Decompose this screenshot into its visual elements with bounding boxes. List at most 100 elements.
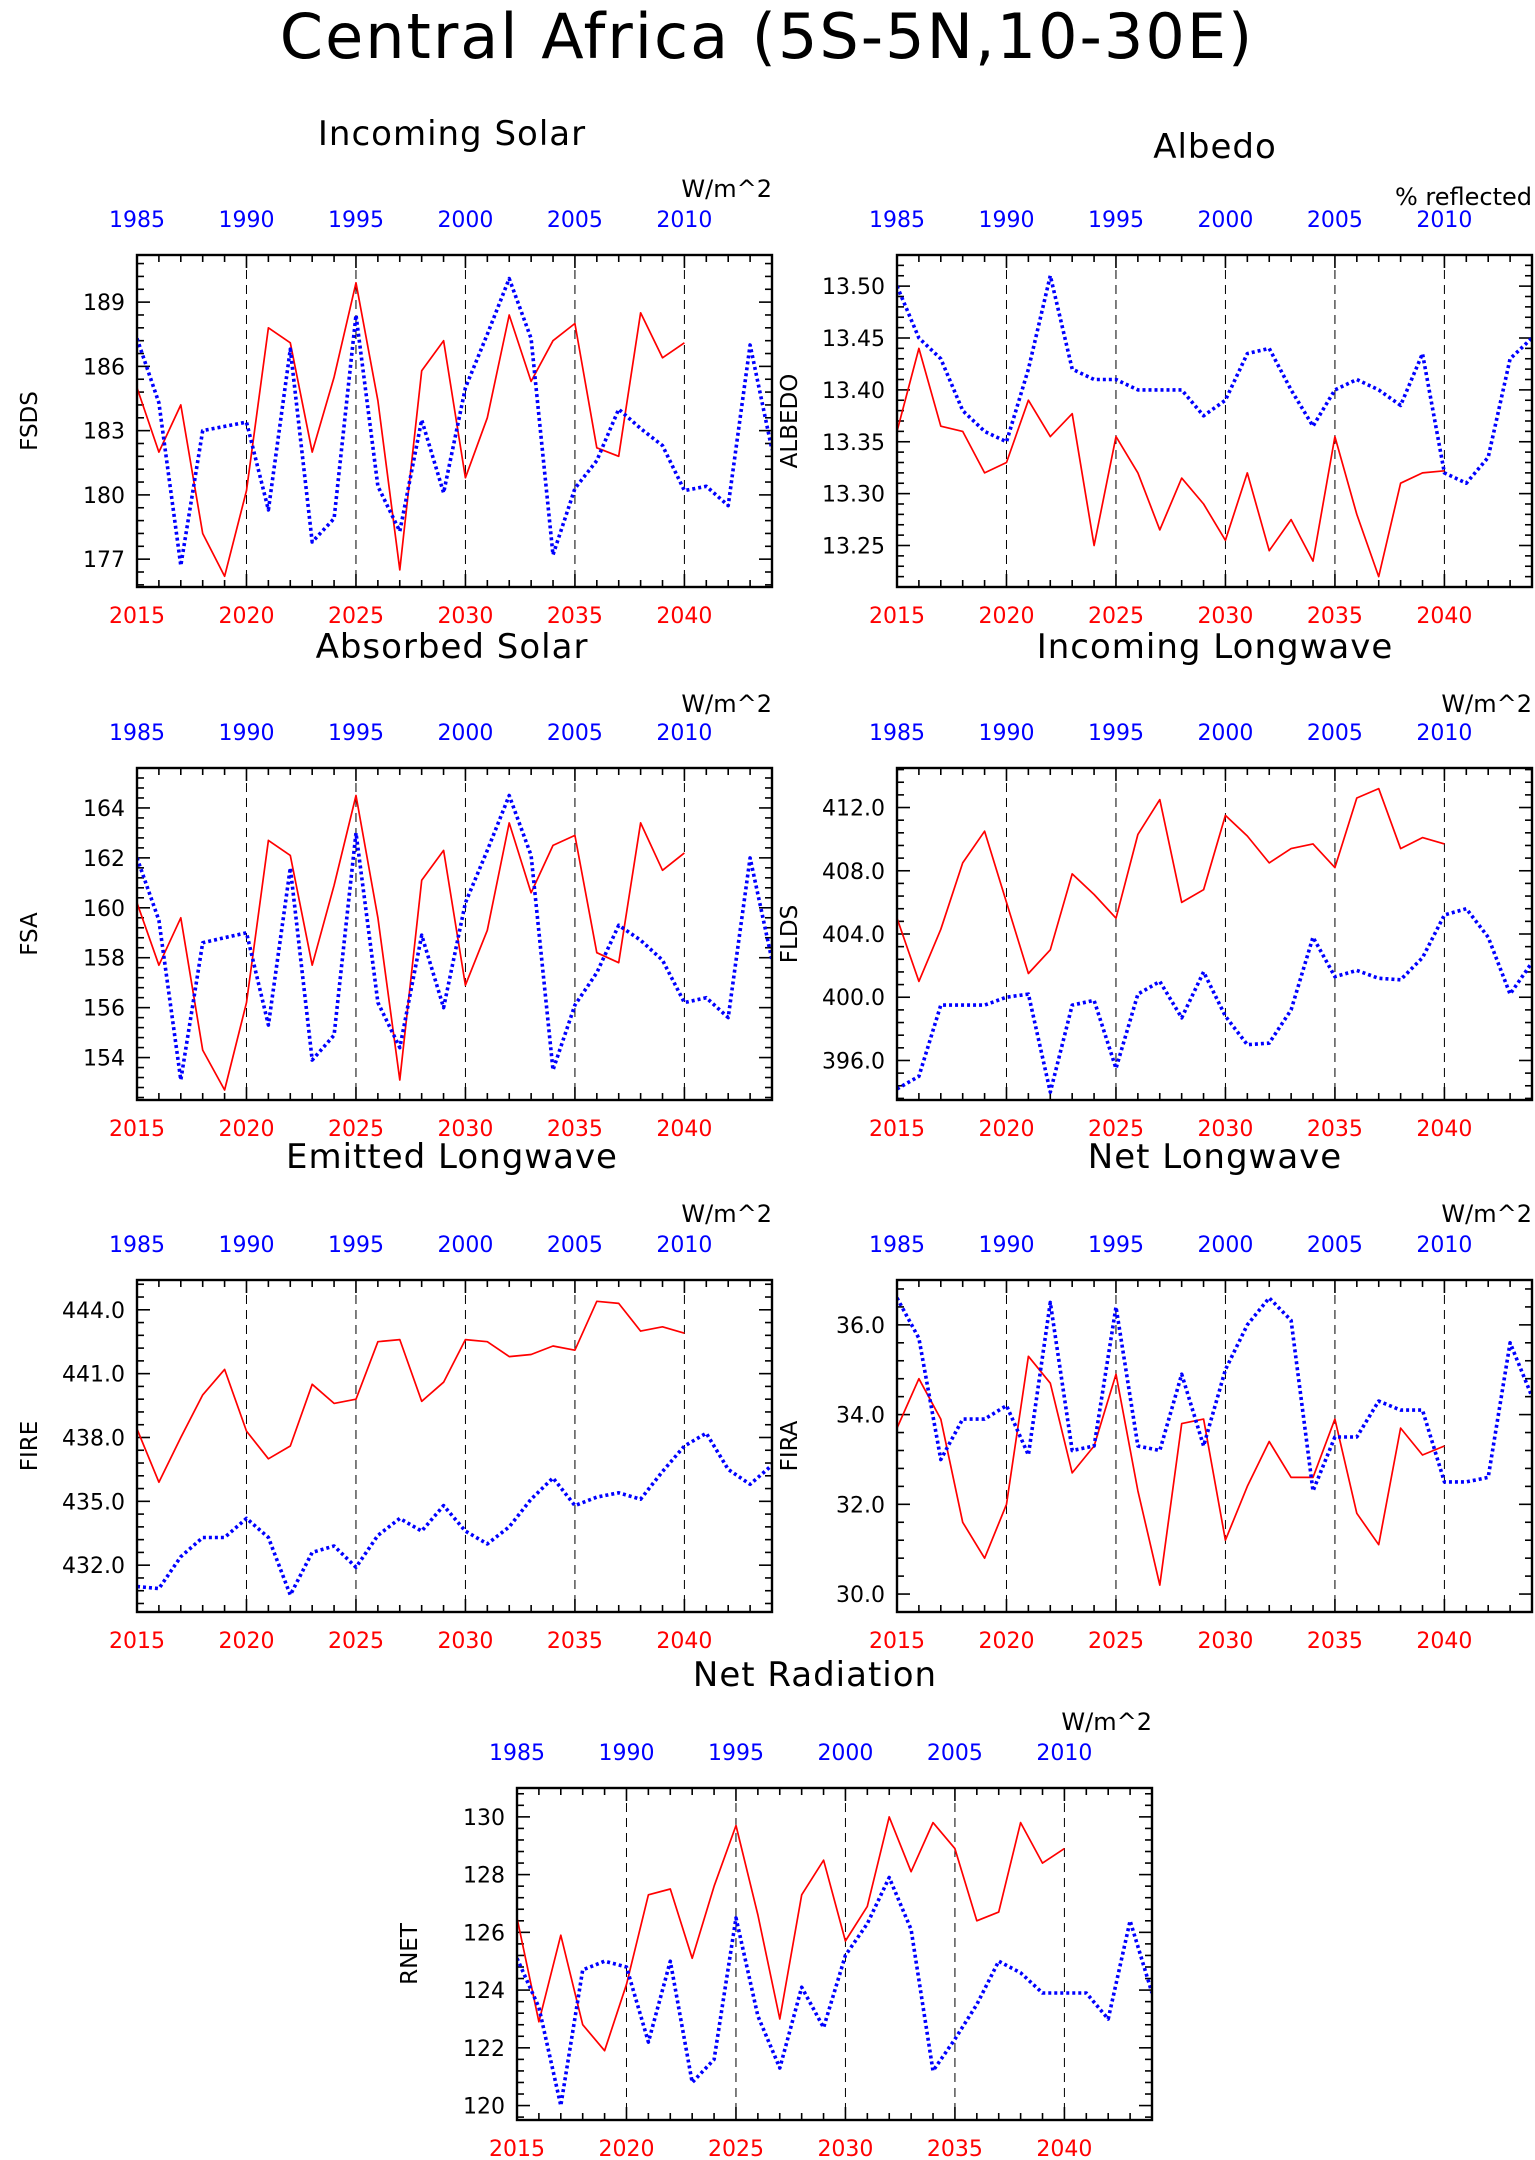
x-top-tick-label: 2005: [927, 1741, 983, 1766]
x-bottom-tick-label: 2015: [869, 604, 925, 629]
x-top-tick-label: 1990: [978, 721, 1034, 746]
x-bottom-tick-label: 2015: [109, 1117, 165, 1142]
panel-title: Albedo: [1153, 127, 1277, 167]
x-bottom-tick-label: 2040: [656, 1117, 712, 1142]
x-top-tick-label: 1995: [1088, 1233, 1144, 1258]
panel-fsa: Absorbed Solar W/m^2 FSA 154 156 158 160 162 164…: [17, 627, 774, 1142]
x-top-tick-label: 2010: [656, 721, 712, 746]
y-tick-label: 30.0: [836, 1583, 885, 1608]
y-tick-label: 154: [83, 1047, 125, 1072]
x-top-tick-label: 1985: [869, 208, 925, 233]
x-top-tick-label: 1990: [218, 1233, 274, 1258]
units-label: W/m^2: [681, 690, 772, 718]
units-label: W/m^2: [1441, 690, 1532, 718]
y-tick-label: 441.0: [62, 1363, 125, 1388]
y-tick-label: 400.0: [822, 986, 885, 1011]
panel-title: Net Longwave: [1088, 1137, 1342, 1177]
series-line-blue: [517, 1875, 1152, 2108]
series-line-blue: [137, 793, 772, 1082]
units-label: W/m^2: [681, 1200, 772, 1228]
y-tick-label: 180: [83, 484, 125, 509]
x-top-tick-label: 2005: [1307, 721, 1363, 746]
x-top-tick-label: 2000: [437, 721, 493, 746]
y-tick-label: 444.0: [62, 1299, 125, 1324]
y-tick-label: 156: [83, 997, 125, 1022]
x-bottom-tick-label: 2025: [1088, 604, 1144, 629]
y-tick-label: 183: [83, 420, 125, 445]
x-top-tick-label: 1995: [328, 721, 384, 746]
x-bottom-tick-label: 2020: [218, 604, 274, 629]
x-bottom-tick-label: 2025: [708, 2137, 764, 2160]
x-top-tick-label: 2010: [1416, 1233, 1472, 1258]
series-line-red: [137, 1300, 685, 1484]
y-tick-label: 164: [83, 797, 125, 822]
y-tick-label: 13.30: [822, 483, 885, 508]
y-axis-label: RNET: [397, 1922, 423, 1985]
x-bottom-tick-label: 2015: [869, 1117, 925, 1142]
x-top-tick-label: 1995: [328, 1233, 384, 1258]
plot-frame: [135, 766, 774, 1102]
y-tick-label: 177: [83, 548, 125, 573]
x-bottom-tick-label: 2030: [437, 604, 493, 629]
y-tick-label: 160: [83, 897, 125, 922]
y-tick-label: 404.0: [822, 923, 885, 948]
x-bottom-tick-label: 2035: [1307, 1629, 1363, 1654]
x-top-tick-label: 2010: [1416, 721, 1472, 746]
y-tick-label: 435.0: [62, 1490, 125, 1515]
x-top-tick-label: 1985: [869, 1233, 925, 1258]
series-line-red: [517, 1816, 1065, 2052]
y-axis-label: FSA: [17, 912, 43, 956]
plot-frame: [895, 253, 1534, 589]
x-bottom-tick-label: 2015: [109, 604, 165, 629]
x-bottom-tick-label: 2025: [1088, 1629, 1144, 1654]
x-top-tick-label: 1985: [109, 208, 165, 233]
y-tick-label: 13.40: [822, 379, 885, 404]
plot-frame: [895, 766, 1534, 1102]
y-tick-label: 408.0: [822, 860, 885, 885]
x-top-tick-label: 2005: [547, 208, 603, 233]
x-bottom-tick-label: 2030: [437, 1117, 493, 1142]
x-top-tick-label: 2005: [1307, 1233, 1363, 1258]
x-bottom-tick-label: 2030: [1197, 1117, 1253, 1142]
y-tick-label: 126: [463, 1921, 505, 1946]
x-top-tick-label: 2000: [1197, 208, 1253, 233]
y-tick-label: 32.0: [836, 1493, 885, 1518]
page-title: Central Africa (5S-5N,10-30E): [280, 0, 1254, 73]
y-tick-label: 432.0: [62, 1554, 125, 1579]
y-tick-label: 122: [463, 2037, 505, 2062]
series-line-blue: [897, 273, 1532, 486]
y-tick-label: 124: [463, 1979, 505, 2004]
x-top-tick-label: 1985: [109, 1233, 165, 1258]
series-line-blue: [137, 1431, 772, 1597]
plot-frame: [135, 253, 774, 589]
x-top-tick-label: 2000: [1197, 721, 1253, 746]
x-top-tick-label: 2000: [817, 1741, 873, 1766]
x-bottom-tick-label: 2030: [437, 1629, 493, 1654]
y-tick-label: 158: [83, 947, 125, 972]
x-bottom-tick-label: 2040: [656, 604, 712, 629]
x-top-tick-label: 1995: [708, 1741, 764, 1766]
panel-rnet: Net Radiation W/m^2 RNET 120 122 124 126 128 130…: [397, 1655, 1154, 2160]
x-bottom-tick-label: 2040: [1416, 1629, 1472, 1654]
x-bottom-tick-label: 2020: [218, 1629, 274, 1654]
y-tick-label: 13.50: [822, 275, 885, 300]
series-line-red: [897, 787, 1445, 983]
panel-title: Net Radiation: [693, 1655, 937, 1695]
x-bottom-tick-label: 2025: [1088, 1117, 1144, 1142]
panel-fsds: Incoming Solar W/m^2 FSDS 177 180 183 186 189 20…: [17, 114, 774, 629]
units-label: W/m^2: [681, 175, 772, 203]
y-tick-label: 396.0: [822, 1049, 885, 1074]
chart-panels: Incoming Solar W/m^2 FSDS 177 180 183 186 189 20…: [17, 114, 1534, 2160]
x-top-tick-label: 1990: [978, 1233, 1034, 1258]
plot-frame: [895, 1278, 1534, 1614]
panel-albedo: Albedo % reflected ALBEDO 13.25 13.30 13.35 13…: [777, 127, 1534, 629]
plot-frame: [515, 1786, 1154, 2122]
x-top-tick-label: 2010: [656, 1233, 712, 1258]
y-tick-label: 186: [83, 355, 125, 380]
x-bottom-tick-label: 2035: [927, 2137, 983, 2160]
y-tick-label: 189: [83, 291, 125, 316]
x-bottom-tick-label: 2030: [1197, 604, 1253, 629]
x-bottom-tick-label: 2035: [547, 1117, 603, 1142]
panel-fira: Net Longwave W/m^2 FIRA 30.0 32.0 34.0 36.0 201…: [777, 1137, 1534, 1654]
